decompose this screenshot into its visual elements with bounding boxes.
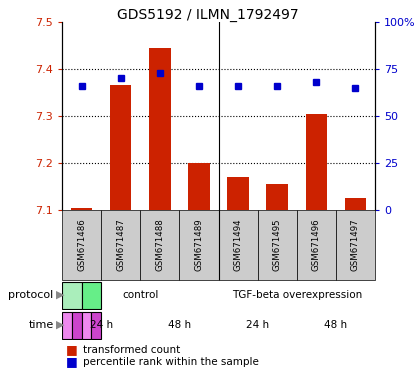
Text: GSM671496: GSM671496: [312, 218, 321, 271]
FancyBboxPatch shape: [72, 311, 82, 339]
Text: 48 h: 48 h: [324, 320, 347, 330]
Bar: [345, 198, 366, 210]
FancyBboxPatch shape: [297, 210, 336, 280]
FancyBboxPatch shape: [82, 281, 101, 308]
Bar: [266, 184, 288, 210]
Text: ■: ■: [66, 344, 78, 356]
Text: GSM671487: GSM671487: [116, 218, 125, 271]
Text: GSM671489: GSM671489: [195, 218, 203, 271]
FancyBboxPatch shape: [258, 210, 297, 280]
Bar: [305, 114, 327, 210]
Bar: [71, 208, 92, 210]
Text: time: time: [29, 320, 54, 330]
Text: protocol: protocol: [8, 290, 54, 300]
Bar: [227, 177, 249, 210]
FancyBboxPatch shape: [62, 281, 82, 308]
Text: GSM671488: GSM671488: [155, 218, 164, 271]
Bar: [149, 48, 171, 210]
FancyBboxPatch shape: [62, 311, 72, 339]
Text: GSM671497: GSM671497: [351, 218, 360, 271]
Text: GSM671495: GSM671495: [273, 218, 282, 271]
Text: GSM671486: GSM671486: [77, 218, 86, 271]
Text: 24 h: 24 h: [246, 320, 269, 330]
FancyBboxPatch shape: [62, 210, 101, 280]
Text: TGF-beta overexpression: TGF-beta overexpression: [232, 290, 362, 300]
FancyBboxPatch shape: [82, 311, 91, 339]
FancyBboxPatch shape: [140, 210, 179, 280]
Text: ■: ■: [66, 356, 78, 369]
FancyBboxPatch shape: [179, 210, 219, 280]
FancyBboxPatch shape: [336, 210, 375, 280]
Text: transformed count: transformed count: [83, 345, 180, 355]
FancyBboxPatch shape: [91, 311, 101, 339]
FancyBboxPatch shape: [101, 210, 140, 280]
Text: 48 h: 48 h: [168, 320, 191, 330]
FancyBboxPatch shape: [219, 210, 258, 280]
Text: ▶: ▶: [56, 290, 64, 300]
Bar: [188, 163, 210, 210]
Text: ▶: ▶: [56, 320, 64, 330]
Text: GSM671494: GSM671494: [234, 218, 242, 271]
Text: percentile rank within the sample: percentile rank within the sample: [83, 357, 259, 367]
Text: GDS5192 / ILMN_1792497: GDS5192 / ILMN_1792497: [117, 8, 298, 22]
Text: 24 h: 24 h: [90, 320, 113, 330]
Bar: [110, 86, 132, 210]
Text: control: control: [122, 290, 159, 300]
